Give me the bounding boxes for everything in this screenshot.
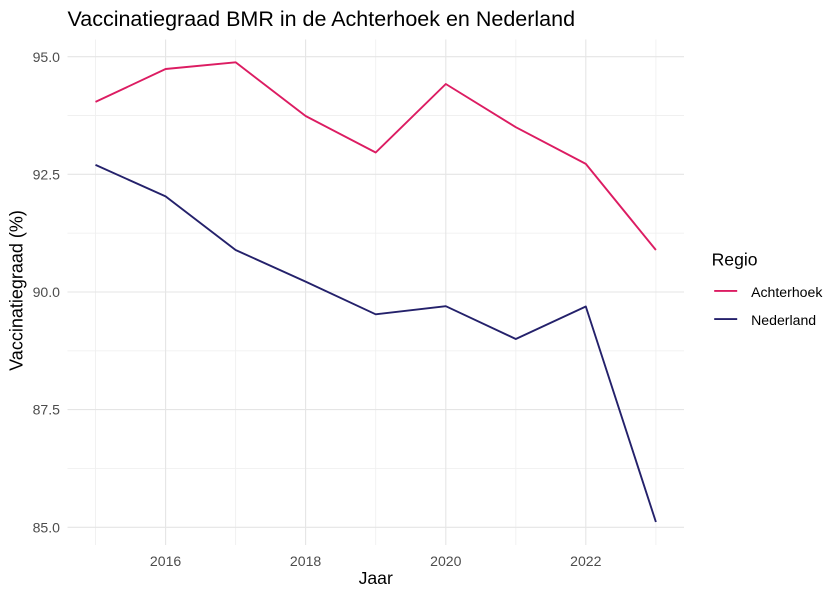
svg-text:92.5: 92.5	[33, 166, 61, 182]
svg-text:95.0: 95.0	[33, 49, 61, 65]
svg-text:Vaccinatiegraad BMR in de Acht: Vaccinatiegraad BMR in de Achterhoek en …	[68, 7, 576, 31]
svg-text:90.0: 90.0	[33, 284, 61, 300]
svg-text:Jaar: Jaar	[359, 568, 393, 588]
svg-text:87.5: 87.5	[33, 402, 61, 418]
svg-text:2020: 2020	[430, 553, 462, 569]
svg-text:2018: 2018	[290, 553, 322, 569]
svg-text:Vaccinatiegraad (%): Vaccinatiegraad (%)	[7, 210, 27, 371]
svg-text:2022: 2022	[570, 553, 602, 569]
svg-text:Regio: Regio	[712, 250, 758, 270]
svg-text:85.0: 85.0	[33, 519, 61, 535]
svg-text:Achterhoek: Achterhoek	[751, 284, 823, 300]
svg-text:2016: 2016	[150, 553, 182, 569]
svg-text:Nederland: Nederland	[751, 312, 816, 328]
